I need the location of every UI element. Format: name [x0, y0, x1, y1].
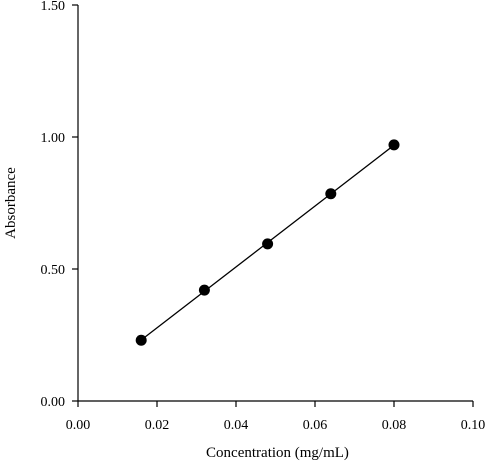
x-tick-label: 0.06 [303, 418, 328, 433]
data-points [135, 139, 400, 346]
x-tick-label: 0.02 [145, 418, 170, 433]
x-axis-label: Concentration (mg/mL) [206, 445, 349, 461]
data-point [198, 284, 210, 296]
data-point [135, 334, 147, 346]
y-tick-label: 0.00 [41, 395, 66, 410]
ticks: 0.00 0.02 0.04 0.06 0.08 0.10 0.00 0.50 1.00 1.50 [41, 0, 486, 433]
y-axis-label: Absorbance [3, 167, 19, 239]
x-tick-label: 0.10 [461, 418, 486, 433]
data-point [262, 238, 274, 250]
x-tick-label: 0.00 [66, 418, 91, 433]
y-tick-label: 1.00 [41, 131, 66, 146]
x-tick-label: 0.08 [382, 418, 407, 433]
axes [77, 5, 473, 402]
x-tick-label: 0.04 [224, 418, 249, 433]
y-tick-label: 0.50 [41, 263, 66, 278]
y-tick-label: 1.50 [41, 0, 66, 14]
data-point [388, 139, 400, 151]
data-point [325, 188, 337, 200]
